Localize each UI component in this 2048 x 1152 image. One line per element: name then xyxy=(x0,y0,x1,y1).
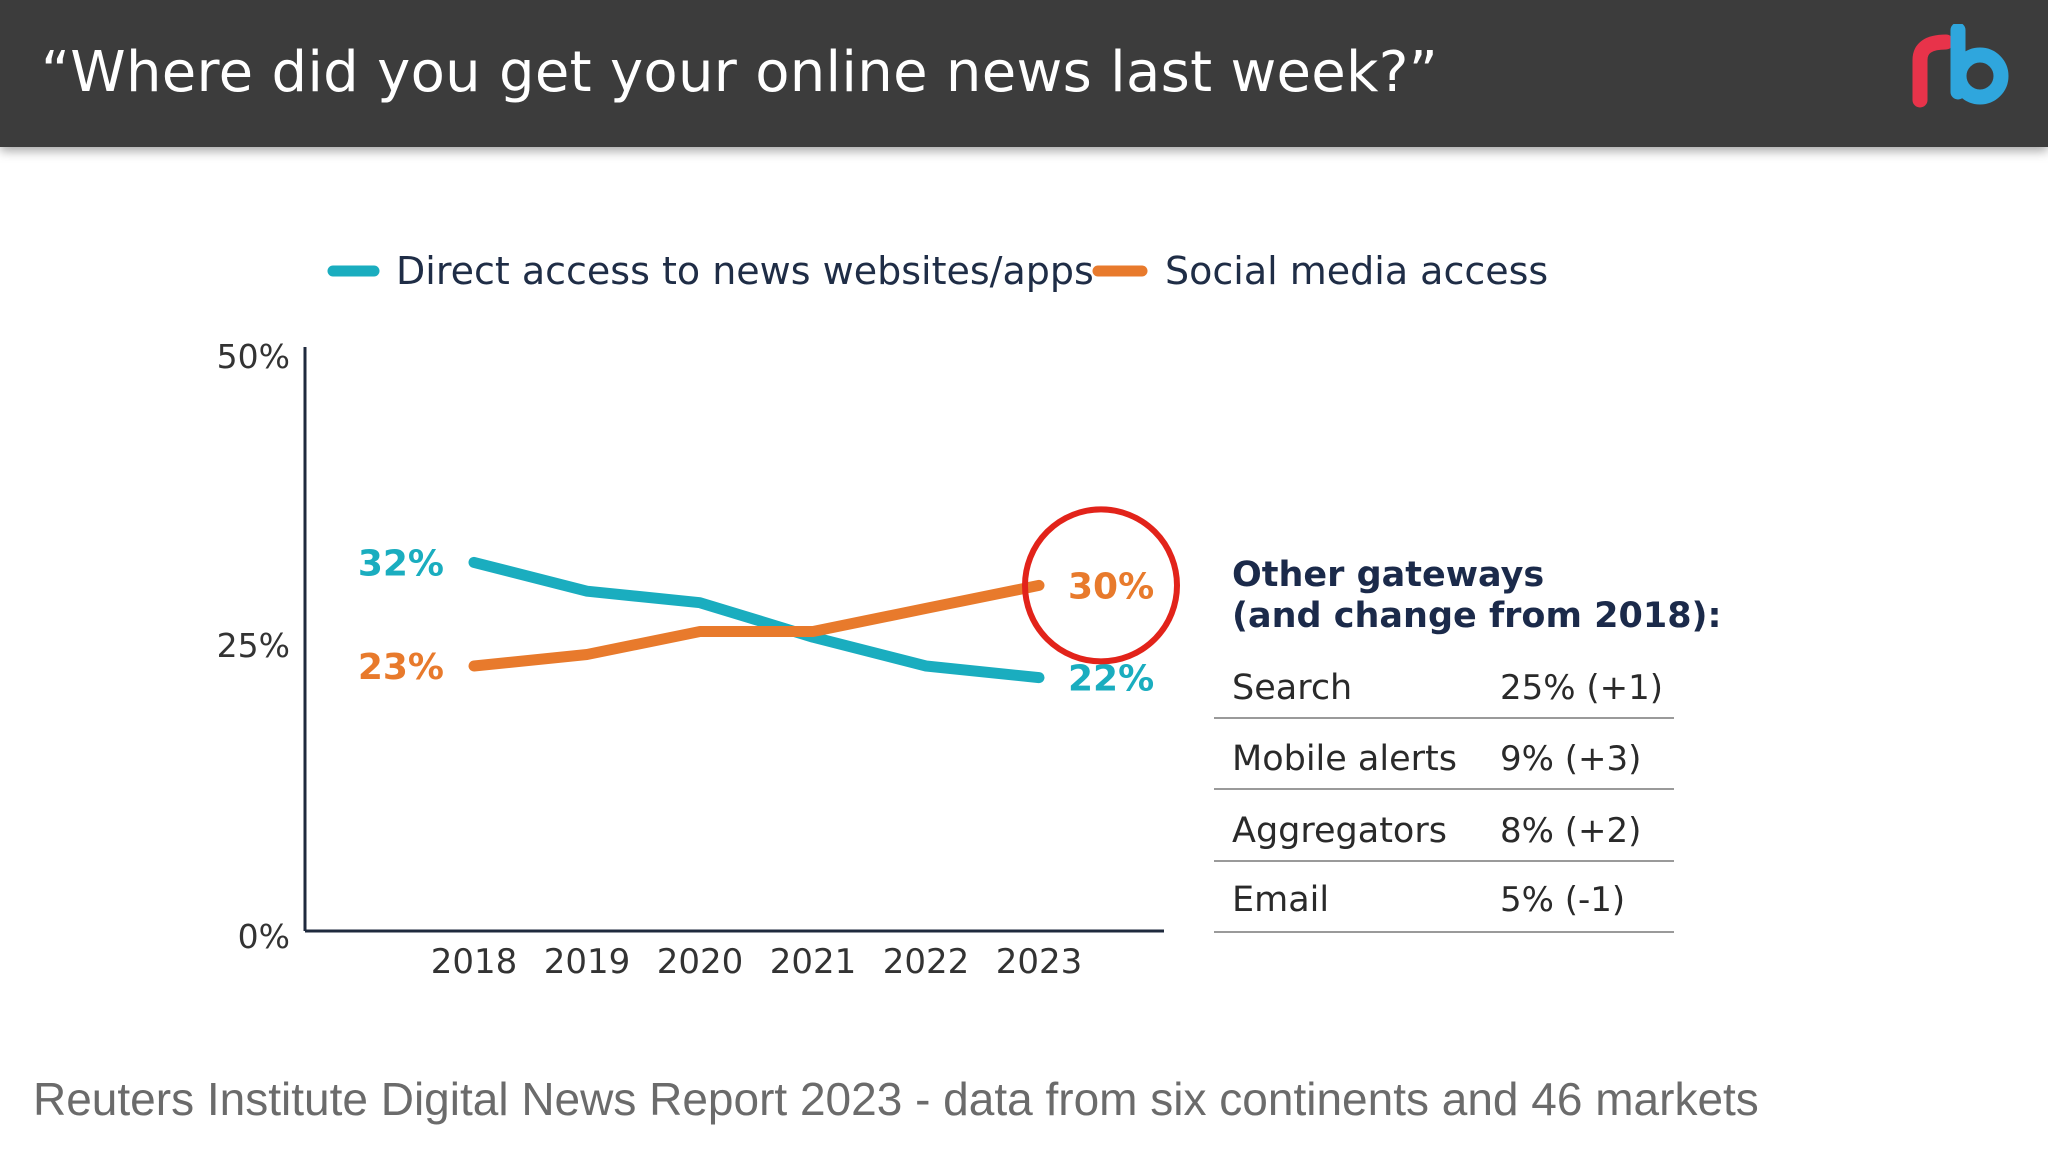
legend-label-social: Social media access xyxy=(1165,249,1548,293)
x-tick-label: 2021 xyxy=(770,942,857,982)
table-row-label: Aggregators xyxy=(1232,811,1447,851)
table-row-value: 9% (+3) xyxy=(1500,739,1641,779)
rb-logo-icon xyxy=(1912,24,2009,108)
data-label-social-2018: 23% xyxy=(358,647,444,688)
y-tick-label: 0% xyxy=(238,917,290,956)
series-line-social-media xyxy=(468,579,1045,672)
y-tick-label: 50% xyxy=(217,337,290,376)
chart-legend: Direct access to news websites/apps Soci… xyxy=(327,249,1548,293)
table-row-label: Search xyxy=(1232,668,1352,708)
table-row-value: 5% (-1) xyxy=(1500,880,1625,920)
table-subtitle: (and change from 2018): xyxy=(1232,596,1722,636)
table-row-value: 8% (+2) xyxy=(1500,811,1641,851)
table-row-label: Mobile alerts xyxy=(1232,739,1457,779)
table-row-value: 25% (+1) xyxy=(1500,668,1663,708)
series-line-direct-access xyxy=(468,556,1045,684)
source-caption: Reuters Institute Digital News Report 20… xyxy=(33,1073,1759,1125)
x-tick-label: 2020 xyxy=(657,942,744,982)
highlight-circle xyxy=(1022,506,1180,665)
table-row-label: Email xyxy=(1232,880,1329,920)
x-tick-label: 2018 xyxy=(431,942,518,982)
data-label-direct-2023: 22% xyxy=(1068,659,1154,700)
x-tick-label: 2023 xyxy=(996,942,1083,982)
data-label-social-2023: 30% xyxy=(1068,566,1154,607)
chart: Direct access to news websites/apps Soci… xyxy=(217,249,1722,982)
table-title: Other gateways xyxy=(1232,555,1544,595)
header-bar: “Where did you get your online news last… xyxy=(0,0,2048,147)
legend-label-direct: Direct access to news websites/apps xyxy=(396,249,1094,293)
x-tick-label: 2022 xyxy=(883,942,970,982)
data-label-direct-2018: 32% xyxy=(358,543,444,584)
other-gateways-table: Other gateways (and change from 2018): S… xyxy=(1214,555,1722,933)
page-title: “Where did you get your online news last… xyxy=(41,40,1439,105)
x-tick-label: 2019 xyxy=(544,942,631,982)
y-tick-label: 25% xyxy=(217,626,290,665)
